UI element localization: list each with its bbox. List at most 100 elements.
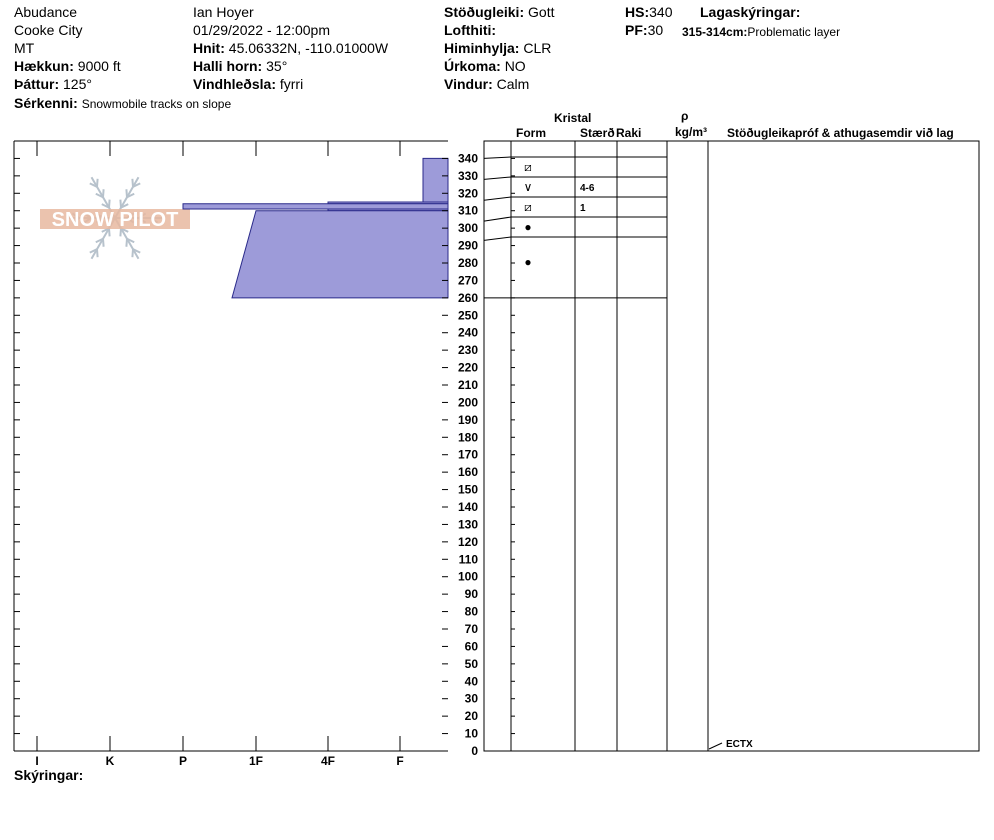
coords-label: Hnit: [193, 40, 225, 56]
flake-branch [132, 182, 141, 188]
aspect-value: 125° [63, 76, 92, 92]
grain-form-symbol: ● [524, 220, 531, 234]
y-tick-label: 180 [458, 430, 478, 444]
flake-branch [125, 189, 128, 198]
flake-branch [126, 192, 135, 199]
col-moisture: Raki [616, 126, 642, 140]
y-tick-label: 160 [458, 465, 478, 479]
flake-branch [126, 237, 135, 244]
y-tick-label: 0 [471, 744, 478, 758]
hardness-profile [182, 157, 449, 299]
y-tick-label: 170 [458, 448, 478, 462]
stability-value: Gott [528, 4, 555, 20]
coords-value: 45.06332N, -110.01000W [228, 40, 389, 56]
layer-note-range: 315-314cm: [682, 25, 748, 39]
height-axis: 3403303203103002902802702602502402302202… [14, 151, 515, 758]
sky: Himinhylja: CLR [444, 40, 551, 56]
flake-branch [101, 203, 110, 209]
y-tick-label: 310 [458, 204, 478, 218]
flake-branch [131, 249, 134, 258]
flake-branch [125, 238, 128, 247]
stability-tests: ECTX [708, 739, 753, 750]
y-tick-label: 190 [458, 413, 478, 427]
wind-value: Calm [496, 76, 530, 92]
y-tick-label: 70 [465, 622, 479, 636]
y-tick-label: 60 [465, 639, 479, 653]
layer-notes-label: Lagaskýringar: [700, 4, 801, 20]
y-tick-label: 80 [465, 605, 479, 619]
hardness-axis: I K P 1F 4F F [35, 141, 404, 768]
elevation-label: Hækkun: [14, 58, 74, 74]
col-form: Form [516, 126, 546, 140]
air-temp: Lofthiti: [444, 22, 496, 38]
y-tick-label: 210 [458, 378, 478, 392]
slope-angle: Halli horn: 35° [193, 58, 287, 74]
col-size: Stærð [580, 126, 615, 140]
pf: PF:30 [625, 22, 663, 38]
grain-form-symbol: ∨ [524, 180, 533, 194]
pf-label: PF: [625, 22, 648, 38]
flake-branch [119, 199, 122, 208]
flake-branch [89, 182, 98, 188]
grain-form-symbol: ⧄ [524, 160, 532, 174]
coords: Hnit: 45.06332N, -110.01000W [193, 40, 388, 56]
y-tick-label: 30 [465, 692, 479, 706]
datetime: 01/29/2022 - 12:00pm [193, 22, 330, 38]
grain-form-symbol: ⧄ [524, 200, 532, 214]
layer-connector [483, 236, 512, 241]
hs-label: HS: [625, 4, 650, 20]
x-tick-label: F [396, 754, 403, 768]
x-tick-label: P [179, 754, 187, 768]
logo-band [40, 209, 190, 229]
area-name: Cooke City [14, 22, 83, 38]
y-tick-label: 150 [458, 483, 478, 497]
col-rho: ρ [681, 109, 689, 123]
stability: Stöðugleiki: Gott [444, 4, 554, 20]
flake-branch [132, 248, 141, 254]
x-tick-label: K [106, 754, 115, 768]
y-tick-label: 260 [458, 291, 478, 305]
hardness-layer [422, 157, 449, 203]
grain-form-symbol: ● [524, 255, 531, 269]
precip: Úrkoma: NO [444, 58, 526, 74]
y-tick-label: 40 [465, 674, 479, 688]
snowpilot-logo: SNOW PILOT [40, 176, 190, 260]
flake-branch [108, 199, 111, 208]
test-pointer [708, 742, 723, 750]
col-density-unit: kg/m³ [675, 125, 708, 139]
layer-connector [483, 216, 512, 222]
layer-table-border [483, 140, 980, 752]
y-tick-label: 20 [465, 709, 479, 723]
flake-branch [89, 248, 98, 254]
y-tick-label: 280 [458, 256, 478, 270]
layer-connector [483, 156, 512, 159]
col-tests: Stöðugleikapróf & athugasemdir við lag [727, 126, 954, 140]
flake-branch [95, 192, 104, 199]
y-tick-label: 270 [458, 273, 478, 287]
features-value: Snowmobile tracks on slope [81, 97, 232, 111]
flake-branch [102, 238, 105, 247]
aspect: Þáttur: 125° [14, 76, 92, 92]
hs: HS:340 [625, 4, 672, 20]
y-tick-label: 240 [458, 326, 478, 340]
y-tick-label: 100 [458, 570, 478, 584]
slope-value: 35° [266, 58, 288, 74]
wind-loading: Vindhleðsla: fyrri [193, 76, 303, 92]
wind-loading-label: Vindhleðsla: [193, 76, 276, 92]
flake-branch [96, 178, 99, 187]
grain-size: 1 [580, 203, 586, 214]
y-tick-label: 120 [458, 535, 478, 549]
x-tick-label: 1F [249, 754, 263, 768]
aspect-label: Þáttur: [14, 76, 60, 92]
hs-value: 340 [649, 4, 673, 20]
precip-label: Úrkoma: [444, 58, 501, 74]
y-tick-label: 230 [458, 343, 478, 357]
wind-loading-value: fyrri [279, 76, 304, 92]
y-tick-label: 90 [465, 587, 479, 601]
precip-value: NO [504, 58, 526, 74]
col-crystal: Kristal [554, 111, 592, 125]
y-tick-label: 320 [458, 186, 478, 200]
stability-label: Stöðugleiki: [444, 4, 525, 20]
hardness-layer [182, 203, 449, 210]
